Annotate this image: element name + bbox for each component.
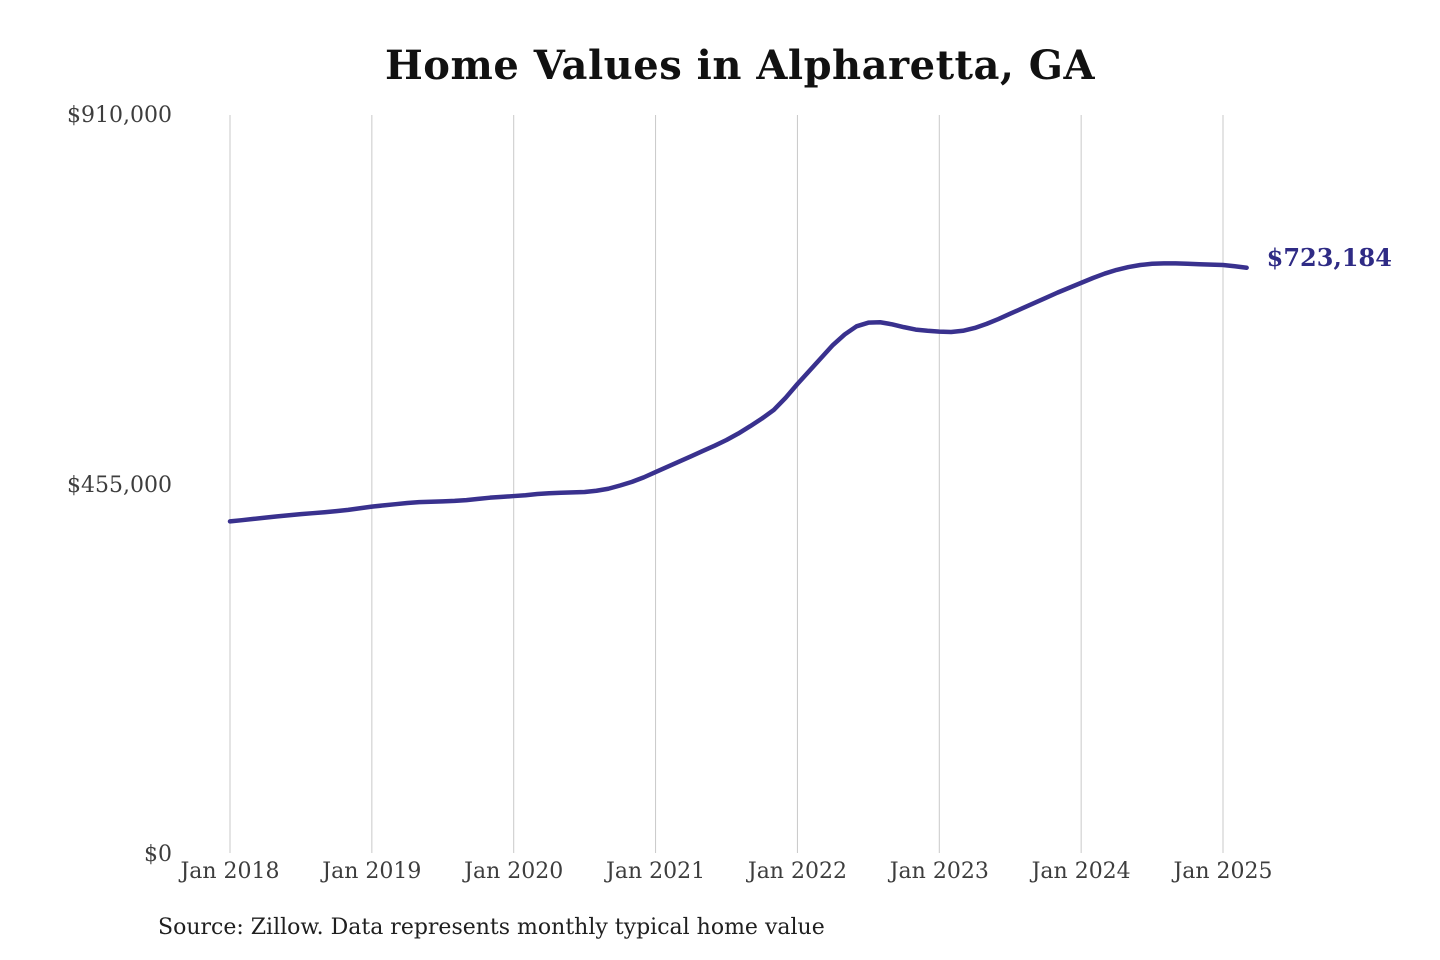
x-tick-label: Jan 2018: [180, 859, 280, 884]
x-tick-label: Jan 2024: [1031, 859, 1131, 884]
home-value-line: [227, 261, 1249, 524]
y-tick-label: $455,000: [67, 472, 172, 498]
x-tick-label: Jan 2025: [1173, 859, 1273, 884]
chart-title: Home Values in Alpharetta, GA: [385, 42, 1095, 89]
vertical-gridlines: [229, 115, 1224, 853]
home-value-line-series: [227, 261, 1249, 524]
x-tick-label: Jan 2019: [322, 859, 422, 884]
source-note: Source: Zillow. Data represents monthly …: [158, 915, 825, 940]
y-tick-label: $910,000: [67, 103, 172, 128]
x-tick-label: Jan 2022: [747, 859, 847, 884]
x-tick-label: Jan 2023: [889, 859, 989, 884]
x-tick-label: Jan 2021: [606, 859, 706, 884]
current-value-label: $723,184: [1266, 242, 1392, 272]
x-tick-label: Jan 2020: [464, 859, 564, 884]
y-tick-label: $0: [144, 842, 172, 867]
